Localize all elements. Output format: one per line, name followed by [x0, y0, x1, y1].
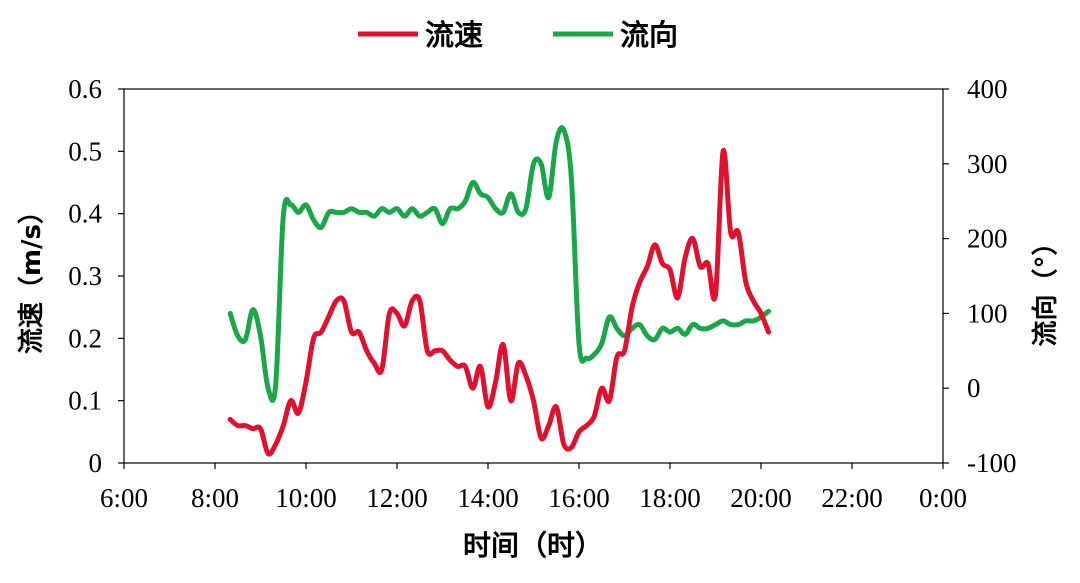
- y-right-tick-label: 0: [967, 373, 981, 403]
- y-left-tick-label: 0.5: [68, 136, 102, 166]
- y-left-tick-label: 0.2: [68, 323, 102, 353]
- y-axis-right: -100 0 100 200 300 400: [943, 74, 1017, 478]
- legend-label-speed: 流速: [425, 18, 483, 52]
- x-tick-label: 0:00: [919, 483, 967, 513]
- y-axis-title-right: 流向（°）: [1030, 229, 1061, 346]
- x-axis: 6:00 8:00 10:00 12:00 14:00 16:00 18:00 20:00 22…: [100, 463, 967, 513]
- y-axis-left: 0 0.1 0.2 0.3 0.4 0.5 0.6: [68, 74, 124, 478]
- x-tick-label: 12:00: [366, 483, 428, 513]
- y-right-tick-label: 100: [967, 298, 1008, 328]
- y-left-tick-label: 0.3: [68, 261, 102, 291]
- series-line-direction: [227, 125, 772, 403]
- x-tick-label: 20:00: [730, 483, 792, 513]
- series-line-speed: [227, 148, 772, 457]
- y-axis-title-left: 流速（m/s）: [17, 198, 47, 354]
- y-left-tick-label: 0: [89, 448, 103, 478]
- x-tick-label: 10:00: [275, 483, 337, 513]
- y-left-tick-label: 0.1: [68, 386, 102, 416]
- y-right-tick-label: 400: [967, 74, 1008, 104]
- x-tick-label: 14:00: [457, 483, 519, 513]
- y-left-tick-label: 0.4: [68, 199, 102, 229]
- x-tick-label: 16:00: [548, 483, 610, 513]
- y-right-tick-label: -100: [967, 448, 1017, 478]
- x-tick-label: 22:00: [821, 483, 883, 513]
- series-layer: [227, 125, 772, 457]
- y-right-tick-label: 300: [967, 149, 1008, 179]
- legend: 流速 流向: [358, 18, 678, 52]
- x-tick-label: 18:00: [639, 483, 701, 513]
- legend-label-direction: 流向: [620, 18, 678, 52]
- x-axis-title: 时间（时）: [463, 529, 603, 562]
- y-left-tick-label: 0.6: [68, 74, 102, 104]
- x-tick-label: 6:00: [100, 483, 148, 513]
- y-right-tick-label: 200: [967, 224, 1008, 254]
- x-tick-label: 8:00: [191, 483, 239, 513]
